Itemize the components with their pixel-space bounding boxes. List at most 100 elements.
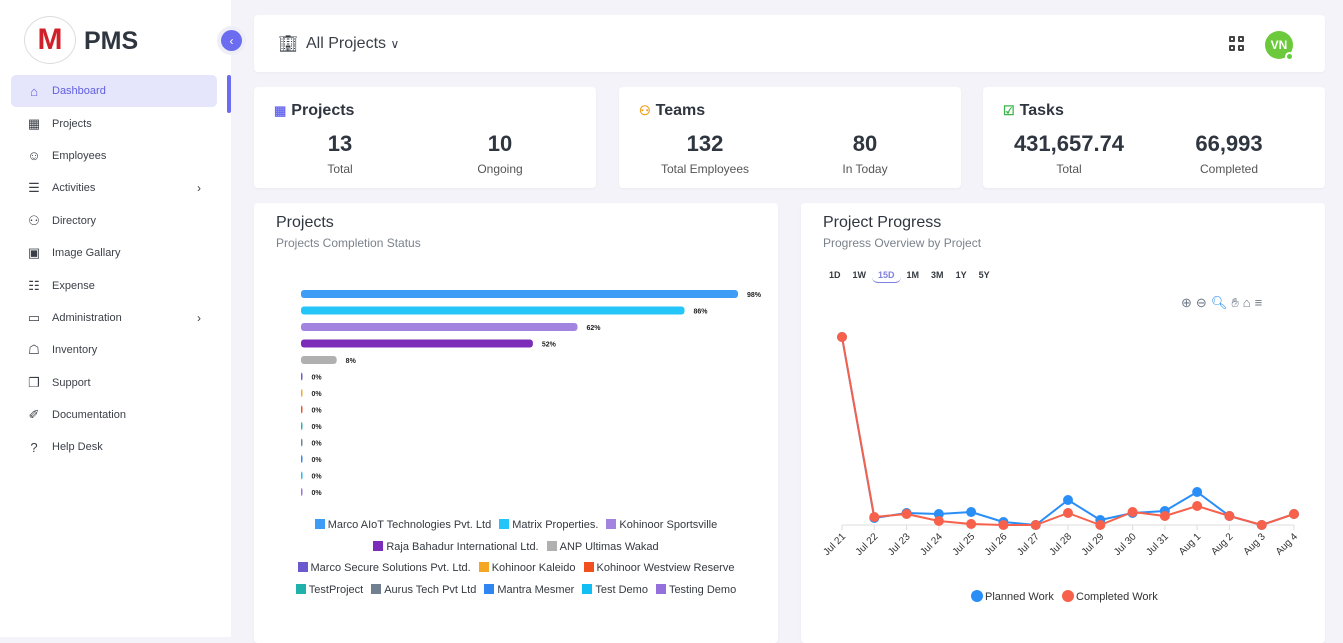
zoom-out-icon[interactable]: ⊖ bbox=[1195, 295, 1207, 310]
data-point[interactable] bbox=[1256, 520, 1267, 530]
sidebar-item-image-gallary[interactable]: ▣ Image Gallary bbox=[11, 237, 217, 269]
scrollbar[interactable] bbox=[227, 75, 231, 113]
sidebar-item-label: Administration bbox=[52, 311, 122, 324]
legend-item[interactable]: Test Demo bbox=[582, 580, 648, 602]
sidebar-item-label: Projects bbox=[52, 117, 92, 130]
legend-label[interactable]: Planned Work bbox=[985, 591, 1054, 603]
x-tick-label: Jul 31 bbox=[1144, 531, 1171, 558]
data-point[interactable] bbox=[1289, 509, 1299, 519]
data-point[interactable] bbox=[1127, 507, 1138, 517]
legend-item[interactable]: Mantra Mesmer bbox=[484, 580, 574, 602]
sidebar-item-activities[interactable]: ☰ Activities › bbox=[11, 172, 217, 204]
x-tick-label: Jul 21 bbox=[821, 531, 848, 558]
legend-swatch bbox=[583, 562, 594, 572]
bar[interactable] bbox=[301, 438, 303, 447]
bar[interactable] bbox=[301, 405, 303, 414]
range-3m[interactable]: 3M bbox=[931, 270, 944, 280]
legend-item[interactable]: TestProject bbox=[295, 580, 363, 602]
legend-item[interactable]: Matrix Properties. bbox=[499, 515, 598, 537]
range-5y[interactable]: 5Y bbox=[978, 270, 990, 280]
legend-swatch bbox=[655, 583, 666, 594]
bar[interactable] bbox=[301, 306, 685, 315]
bar[interactable] bbox=[301, 422, 303, 430]
sidebar-item-expense[interactable]: ☷ Expense bbox=[11, 269, 217, 301]
project-selector[interactable]: All Projects ∨ bbox=[306, 35, 399, 53]
data-point[interactable] bbox=[966, 507, 977, 517]
sidebar-item-dashboard[interactable]: ⌂ Dashboard bbox=[11, 75, 217, 108]
bar[interactable] bbox=[301, 455, 303, 463]
sidebar-item-label: Inventory bbox=[52, 344, 98, 357]
legend-item[interactable]: Kohinoor Westview Reserve bbox=[583, 558, 734, 580]
data-point[interactable] bbox=[1063, 508, 1073, 518]
sidebar-item-employees[interactable]: ☺ Employees bbox=[11, 140, 217, 172]
data-point[interactable] bbox=[1224, 511, 1235, 521]
legend-item[interactable]: Raja Bahadur International Ltd. bbox=[373, 537, 539, 559]
stat-label: Total bbox=[1056, 162, 1082, 176]
bar[interactable] bbox=[301, 389, 303, 397]
legend-label: Testing Demo bbox=[668, 583, 737, 596]
range-1y[interactable]: 1Y bbox=[955, 270, 967, 280]
stat-title: Teams bbox=[655, 102, 706, 119]
avatar[interactable]: VN bbox=[1265, 31, 1293, 59]
x-tick-label: Jul 24 bbox=[918, 531, 945, 558]
bar[interactable] bbox=[301, 471, 303, 480]
sidebar-item-documentation[interactable]: ✐ Documentation bbox=[11, 399, 217, 431]
chart-toolbar: ⊕ ⊖ 🔍︎ ✋︎ ⌂ ≡ bbox=[1181, 295, 1262, 311]
range-15d[interactable]: 15D bbox=[872, 268, 901, 283]
range-1d[interactable]: 1D bbox=[829, 270, 841, 280]
legend-item[interactable]: Marco AIoT Technologies Pvt. Ltd bbox=[314, 515, 491, 537]
selection-zoom-icon[interactable]: 🔍︎ bbox=[1210, 295, 1228, 310]
bar[interactable] bbox=[301, 356, 337, 364]
reset-home-icon[interactable]: ⌂ bbox=[1242, 295, 1251, 310]
chevron-right-icon: › bbox=[197, 181, 201, 196]
range-1m[interactable]: 1M bbox=[906, 270, 920, 280]
sidebar-item-label: Documentation bbox=[52, 409, 126, 422]
range-1w[interactable]: 1W bbox=[852, 270, 867, 280]
sidebar-item-help-desk[interactable]: ? Help Desk bbox=[11, 431, 217, 463]
data-point[interactable] bbox=[869, 512, 880, 522]
data-point[interactable] bbox=[901, 509, 912, 519]
data-point[interactable] bbox=[1030, 520, 1041, 530]
legend-item[interactable]: Aurus Tech Pvt Ltd bbox=[371, 580, 476, 602]
legend-item[interactable]: Kohinoor Kaleido bbox=[478, 558, 576, 580]
stat-value: 13 bbox=[327, 131, 353, 156]
legend-item[interactable]: Testing Demo bbox=[655, 580, 737, 602]
collapse-sidebar-button[interactable]: ‹ bbox=[221, 30, 242, 51]
stat-value: 431,657.74 bbox=[1013, 131, 1125, 156]
sidebar-item-directory[interactable]: ⚇ Directory bbox=[11, 205, 217, 237]
sidebar-item-projects[interactable]: ▦ Projects bbox=[11, 107, 217, 139]
apps-grid-icon[interactable] bbox=[1229, 36, 1244, 51]
data-point[interactable] bbox=[998, 520, 1009, 530]
data-point[interactable] bbox=[933, 509, 944, 519]
sidebar-item-support[interactable]: ❐ Support bbox=[11, 367, 217, 399]
sidebar-item-inventory[interactable]: ☖ Inventory bbox=[11, 334, 217, 366]
chart-subtitle: Projects Completion Status bbox=[276, 236, 421, 250]
legend-label[interactable]: Completed Work bbox=[1076, 591, 1158, 603]
bar[interactable] bbox=[301, 488, 303, 496]
bar[interactable] bbox=[301, 372, 303, 381]
data-point[interactable] bbox=[966, 519, 977, 529]
data-point[interactable] bbox=[1063, 495, 1073, 505]
sidebar-item-administration[interactable]: ▭ Administration › bbox=[11, 302, 217, 334]
data-point[interactable] bbox=[1192, 487, 1203, 497]
legend-label: Matrix Properties. bbox=[512, 519, 599, 531]
data-point[interactable] bbox=[837, 332, 847, 342]
line-chart: Jul 21 Jul 22 Jul 23 Jul 24 Jul 25 Jul 26 Jul … bbox=[821, 332, 1300, 603]
bar[interactable] bbox=[301, 323, 578, 331]
legend-item[interactable]: Marco Secure Solutions Pvt. Ltd. bbox=[297, 558, 471, 580]
legend-item[interactable]: Kohinoor Sportsville bbox=[606, 515, 717, 537]
data-point[interactable] bbox=[1095, 520, 1106, 530]
data-point[interactable] bbox=[1159, 511, 1170, 521]
bar[interactable] bbox=[301, 339, 533, 348]
bar-data-label: 52% bbox=[542, 342, 557, 349]
legend-marker bbox=[971, 590, 983, 602]
data-point[interactable] bbox=[1192, 501, 1203, 511]
data-point[interactable] bbox=[933, 516, 944, 526]
zoom-in-icon[interactable]: ⊕ bbox=[1181, 295, 1192, 310]
legend-item[interactable]: ANP Ultimas Wakad bbox=[546, 537, 659, 559]
legend-swatch bbox=[499, 519, 510, 529]
pan-hand-icon[interactable]: ✋︎ bbox=[1231, 295, 1239, 310]
bar[interactable] bbox=[301, 290, 738, 298]
menu-icon[interactable]: ≡ bbox=[1254, 295, 1263, 310]
legend-label: Test Demo bbox=[595, 583, 648, 596]
